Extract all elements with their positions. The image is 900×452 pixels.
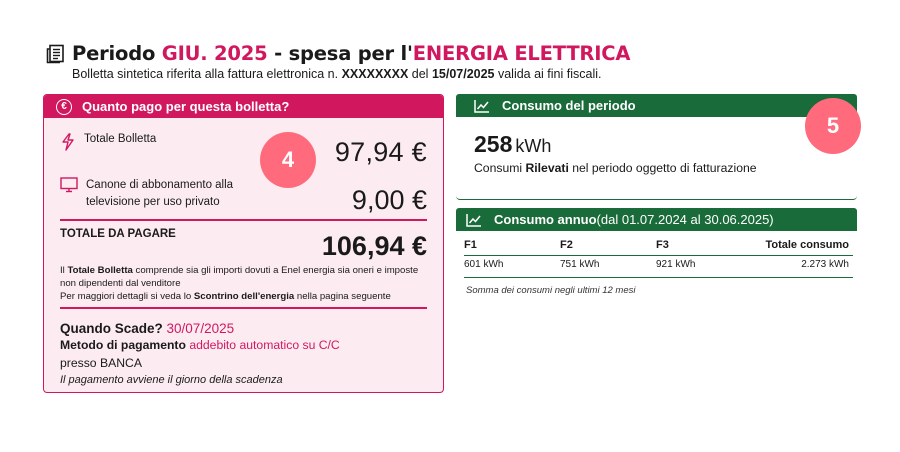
- step-badge-5: 5: [805, 98, 861, 154]
- page-title: Periodo GIU. 2025 - spesa per l'ENERGIA …: [72, 42, 631, 65]
- annual-card-header: Consumo annuo (dal 01.07.2024 al 30.06.2…: [456, 208, 857, 231]
- due-date-line: Quando Scade? 30/07/2025: [60, 321, 234, 336]
- consumption-card: Consumo del periodo 258 kWh Consumi Rilev…: [456, 94, 861, 200]
- col-f2: F2: [560, 239, 573, 251]
- tv-fee-row: Canone di abbonamento alla televisione p…: [60, 177, 276, 211]
- page-header: Periodo GIU. 2025 - spesa per l'ENERGIA …: [46, 42, 866, 81]
- consumption-desc-prefix: Consumi: [474, 161, 526, 175]
- value-total: 2.273 kWh: [801, 258, 849, 270]
- table-row: 601 kWh 751 kWh 921 kWh 2.273 kWh: [464, 254, 853, 274]
- payment-card: € Quanto pago per questa bolletta? Total…: [43, 94, 444, 393]
- invoice-reference: Bolletta sintetica riferita alla fattura…: [72, 67, 866, 81]
- note2-prefix: Per maggiori dettagli si veda lo: [60, 291, 194, 302]
- annual-card-heading: Consumo annuo: [494, 212, 597, 227]
- payment-card-header: € Quanto pago per questa bolletta?: [44, 95, 443, 118]
- step-badge-4: 4: [260, 132, 316, 188]
- payment-day-note: Il pagamento avviene il giorno della sca…: [60, 374, 283, 386]
- payment-method-line: Metodo di pagamento addebito automatico …: [60, 338, 340, 352]
- consumption-card-heading: Consumo del periodo: [502, 98, 636, 113]
- annual-consumption-card: Consumo annuo (dal 01.07.2024 al 30.06.2…: [456, 208, 857, 298]
- trend-icon: [466, 213, 481, 227]
- billing-period: GIU. 2025: [161, 42, 268, 65]
- col-f1: F1: [464, 239, 477, 251]
- invoice-number: XXXXXXXX: [341, 67, 409, 81]
- tv-fee-amount: 9,00 €: [351, 185, 427, 215]
- table-header: F1 F2 F3 Totale consumo: [464, 236, 853, 254]
- details-note: Per maggiori dettagli si veda lo Scontri…: [60, 291, 432, 304]
- payment-method-label: Metodo di pagamento: [60, 338, 190, 352]
- title-middle: - spesa per l': [267, 42, 413, 65]
- divider: [60, 307, 427, 309]
- to-pay-label: TOTALE DA PAGARE: [60, 228, 176, 240]
- divider: [60, 219, 427, 221]
- invoice-ref-prefix: Bolletta sintetica riferita alla fattura…: [72, 67, 342, 81]
- note1-rest: comprende sia gli importi dovuti a Enel …: [60, 265, 419, 289]
- tv-fee-label: Canone di abbonamento alla televisione p…: [86, 179, 234, 208]
- table-divider: [464, 277, 853, 278]
- value-f2: 751 kWh: [560, 258, 600, 270]
- annual-consumption-table: F1 F2 F3 Totale consumo 601 kWh 751 kWh …: [464, 236, 853, 278]
- note2-rest: nella pagina seguente: [294, 291, 391, 302]
- invoice-ref-middle: del: [408, 67, 432, 81]
- invoice-ref-suffix: valida ai fini fiscali.: [494, 67, 602, 81]
- consumption-card-body: 258 kWh Consumi Rilevati nel periodo ogge…: [456, 117, 857, 200]
- tv-icon: [60, 177, 78, 193]
- payment-card-heading: Quanto pago per questa bolletta?: [82, 99, 290, 114]
- euro-icon: €: [56, 98, 72, 115]
- consumption-desc-rest: nel periodo oggetto di fatturazione: [568, 161, 757, 175]
- commodity-name: ENERGIA ELETTRICA: [412, 42, 631, 65]
- consumption-desc-bold: Rilevati: [525, 161, 569, 175]
- total-bill-amount: 97,94 €: [334, 137, 427, 167]
- consumption-description: Consumi Rilevati nel periodo oggetto di …: [474, 161, 757, 175]
- consumption-number: 258: [474, 131, 513, 157]
- col-total: Totale consumo: [765, 239, 849, 251]
- annual-footnote: Somma dei consumi negli ultimi 12 mesi: [466, 285, 636, 296]
- col-f3: F3: [656, 239, 669, 251]
- note1-prefix: Il: [60, 265, 68, 276]
- bank-name: presso BANCA: [60, 356, 142, 370]
- document-icon: [46, 44, 64, 63]
- to-pay-amount: 106,94 €: [321, 231, 427, 261]
- note2-bold: Scontrino dell'energia: [193, 291, 295, 302]
- total-bill-row: Totale Bolletta: [60, 133, 156, 151]
- title-prefix: Periodo: [72, 42, 162, 65]
- value-f3: 921 kWh: [656, 258, 696, 270]
- payment-method: addebito automatico su C/C: [189, 338, 340, 352]
- table-divider: [464, 255, 853, 256]
- consumption-card-header: Consumo del periodo: [456, 94, 857, 117]
- invoice-date: 15/07/2025: [431, 67, 495, 81]
- consumption-value: 258 kWh: [474, 131, 551, 158]
- value-f1: 601 kWh: [464, 258, 504, 270]
- bill-composition-note: Il Totale Bolletta comprende sia gli imp…: [60, 265, 432, 290]
- total-bill-label: Totale Bolletta: [84, 133, 157, 145]
- note1-bold: Totale Bolletta: [67, 265, 133, 276]
- trend-icon: [474, 99, 489, 113]
- lightning-icon: [62, 133, 74, 151]
- annual-card-period: (dal 01.07.2024 al 30.06.2025): [596, 212, 774, 227]
- due-label: Quando Scade?: [60, 321, 167, 336]
- due-date: 30/07/2025: [166, 321, 235, 336]
- consumption-unit: kWh: [515, 136, 552, 156]
